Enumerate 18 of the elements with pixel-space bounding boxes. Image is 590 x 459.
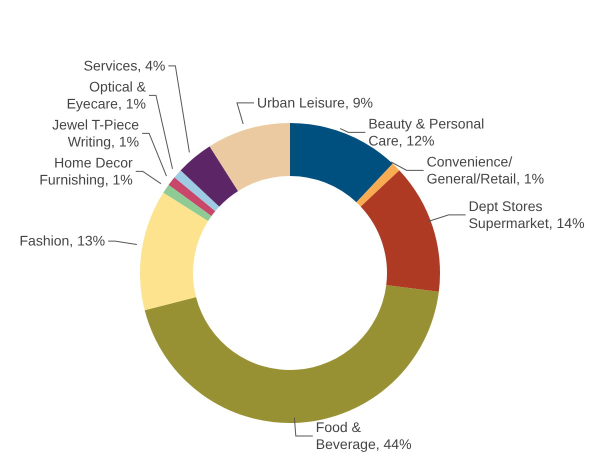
slice-label: Optical & Eyecare, 1%: [66, 78, 147, 112]
donut-slice: [174, 170, 220, 212]
slice-label: Convenience/General/Retail, 1%: [426, 153, 544, 186]
slice-label: Dept Stores Supermarket, 14%: [468, 198, 585, 231]
donut-slice: [144, 285, 439, 423]
donut-slice: [180, 146, 238, 207]
slice-label: Food & Beverage, 44%: [316, 419, 412, 452]
slice-label: Jewel T-Piece Writing, 1%: [52, 116, 140, 150]
slice-label: Home Decor Furnishing, 1%: [39, 154, 134, 188]
donut-slice: [210, 123, 290, 192]
slice-label: Services, 4%: [84, 57, 166, 74]
slice-label: Fashion, 13%: [20, 232, 106, 249]
donut-slice: [140, 192, 208, 310]
slice-label: Urban Leisure, 9%: [257, 94, 373, 110]
donut-slice: [168, 177, 216, 216]
slice-label: Beauty & Personal Care, 12%: [368, 115, 484, 148]
donut-slice: [356, 164, 400, 207]
donut-slice: [163, 184, 212, 222]
